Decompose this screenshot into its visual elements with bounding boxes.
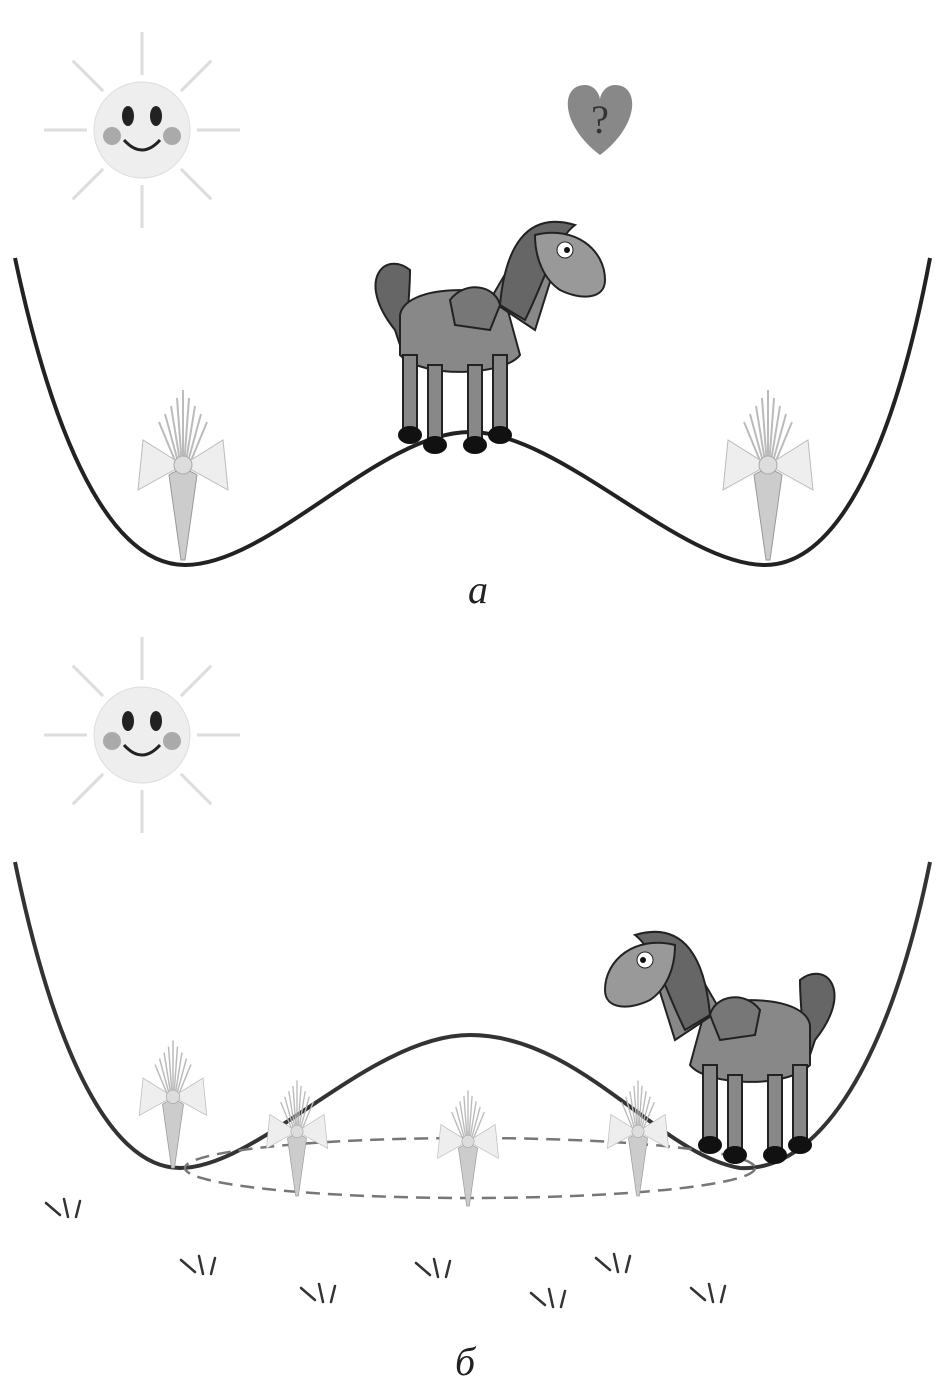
horse-leg — [467, 364, 483, 441]
cheek — [163, 127, 181, 145]
cheek — [103, 732, 121, 750]
grass — [179, 1254, 217, 1276]
saddle — [708, 996, 762, 1042]
horse-leg — [727, 1074, 743, 1151]
carrot — [606, 1080, 670, 1197]
grass — [44, 1197, 82, 1219]
sun-ray — [71, 772, 105, 806]
grass — [299, 1282, 337, 1304]
eye — [122, 106, 134, 126]
carrot — [137, 390, 229, 561]
eye — [150, 711, 162, 731]
grass — [529, 1287, 567, 1309]
bow-knot — [461, 1134, 475, 1148]
horse-leg — [427, 364, 443, 441]
smile — [122, 743, 162, 757]
sun-ray — [71, 59, 105, 93]
sun-ray — [179, 59, 213, 93]
grass — [414, 1257, 452, 1279]
cheek — [163, 732, 181, 750]
carrot — [138, 1040, 208, 1169]
horse-hoof — [788, 1136, 812, 1154]
grass-blades — [414, 1257, 452, 1279]
horse-head — [603, 941, 677, 1008]
horse-hoof — [398, 426, 422, 444]
grass-blades — [299, 1282, 337, 1304]
horse-pupil — [640, 957, 646, 963]
cheek — [103, 127, 121, 145]
horse-hoof — [488, 426, 512, 444]
horse — [603, 930, 836, 1164]
horse-hoof — [463, 436, 487, 454]
carrot — [436, 1090, 500, 1207]
horse-hoof — [723, 1146, 747, 1164]
heart — [567, 85, 633, 155]
grass — [689, 1282, 727, 1304]
grass-blades — [594, 1252, 632, 1274]
sun-ray — [71, 664, 105, 698]
caption-b: б — [455, 1339, 477, 1384]
sun-ray — [179, 664, 213, 698]
carrot — [265, 1080, 329, 1197]
smile — [122, 138, 162, 152]
caption-a: а — [468, 567, 488, 612]
horse — [374, 220, 607, 454]
question-mark: ? — [591, 97, 609, 142]
bow-knot — [173, 455, 193, 475]
drawing — [13, 32, 932, 1309]
sun — [44, 637, 240, 833]
horse-head — [533, 231, 607, 298]
horse-hoof — [698, 1136, 722, 1154]
sun-ray — [179, 772, 213, 806]
grass-blades — [529, 1287, 567, 1309]
horse-hoof — [763, 1146, 787, 1164]
horse-hoof — [423, 436, 447, 454]
bow-knot — [290, 1124, 304, 1138]
sun — [44, 32, 240, 228]
saddle — [448, 286, 502, 332]
horse-leg — [702, 1064, 718, 1141]
horse-leg — [792, 1064, 808, 1141]
horse-leg — [402, 354, 418, 431]
grass-blades — [689, 1282, 727, 1304]
potential-curve-b — [13, 861, 932, 1171]
sun-ray — [179, 167, 213, 201]
horse-pupil — [564, 247, 570, 253]
bow-knot — [631, 1124, 645, 1138]
bow-knot — [758, 455, 778, 475]
carrot — [722, 390, 814, 561]
sun-face — [93, 686, 191, 784]
bow-knot — [165, 1089, 181, 1104]
grass — [594, 1252, 632, 1274]
eye — [122, 711, 134, 731]
grass-blades — [179, 1254, 217, 1276]
sun-ray — [71, 167, 105, 201]
horse-leg — [492, 354, 508, 431]
grass-blades — [44, 1197, 82, 1219]
sun-face — [93, 81, 191, 179]
eye — [150, 106, 162, 126]
horse-leg — [767, 1074, 783, 1151]
